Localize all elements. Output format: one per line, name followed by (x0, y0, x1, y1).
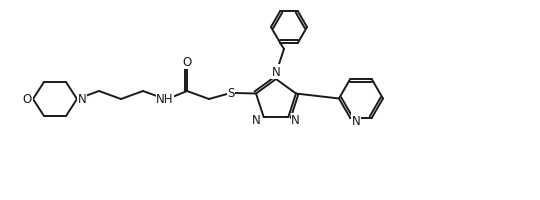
Text: N: N (252, 114, 261, 127)
Text: O: O (23, 93, 32, 106)
Text: O: O (183, 56, 192, 69)
Text: N: N (78, 93, 87, 106)
Text: NH: NH (156, 93, 174, 106)
Text: N: N (352, 114, 361, 127)
Text: N: N (292, 114, 300, 127)
Text: S: S (227, 87, 235, 100)
Text: N: N (272, 66, 280, 79)
